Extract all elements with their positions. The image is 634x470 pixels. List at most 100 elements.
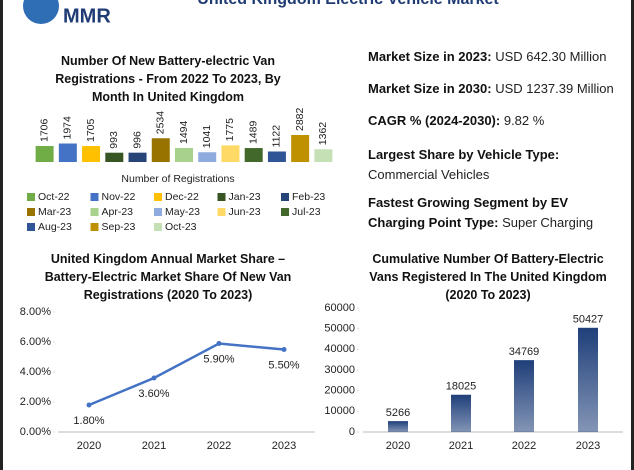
legend-label: Aug-23: [38, 221, 72, 233]
value-label: 34769: [509, 346, 540, 358]
legend-swatch: [154, 223, 162, 231]
chart-title: Cumulative Number Of Battery-Electric Va…: [369, 252, 607, 302]
value-label: 1122: [271, 125, 283, 148]
bar: [314, 149, 333, 162]
x-tick-label: 2021: [142, 440, 166, 452]
legend-swatch: [90, 208, 99, 216]
value-label: 2534: [155, 111, 167, 135]
x-axis-label: Number of Registrations: [121, 173, 234, 185]
value-label: 993: [108, 131, 120, 149]
line: [88, 342, 285, 407]
y-tick-label: 6.00%: [20, 336, 51, 348]
stat: Market Size in 2023: USD 642.30 Million: [368, 47, 623, 67]
legend-label: Oct-22: [38, 191, 70, 203]
point: [281, 347, 287, 352]
y-tick-label: 40000: [324, 343, 355, 355]
value-label: 1494: [178, 120, 190, 144]
stat: Largest Share by Vehicle Type: Commercia…: [368, 145, 623, 185]
stat-value: Super Charging: [502, 215, 594, 230]
logo-globe: [23, 0, 59, 24]
bar: [175, 148, 193, 162]
legend-swatch: [154, 193, 162, 201]
x-tick-label: 2022: [512, 440, 536, 452]
page-title: United Kingdom Electric Vehicle Market: [197, 0, 499, 8]
bar: [58, 143, 77, 162]
bar: [151, 138, 170, 162]
bar: [388, 421, 408, 432]
bar: [267, 151, 286, 162]
stat-label: Largest Share by Vehicle Type:: [368, 147, 560, 162]
bar: [291, 135, 310, 162]
point: [216, 341, 222, 346]
bar: [578, 327, 598, 432]
y-tick-label: 2.00%: [20, 396, 51, 408]
chart-title: United Kingdom Annual Market Share – Bat…: [44, 252, 292, 302]
stat-label: CAGR % (2024-2030):: [368, 113, 501, 128]
legend-label: May-23: [165, 206, 200, 218]
value-label: 5.50%: [268, 359, 299, 371]
legend-swatch: [27, 193, 35, 201]
stat: Market Size in 2030: USD 1237.39 Million: [368, 79, 623, 99]
legend-label: Dec-22: [165, 191, 199, 203]
legend-label: Nov-22: [102, 191, 136, 203]
value-label: 1041: [201, 125, 213, 149]
y-tick-label: 50000: [324, 323, 355, 335]
value-label: 1775: [224, 118, 236, 142]
legend-swatch: [217, 208, 226, 216]
x-tick-label: 2023: [576, 440, 600, 452]
legend-label: Jul-23: [292, 206, 321, 218]
value-label: 5.90%: [203, 353, 234, 365]
chart-title: Number Of New Battery-electric Van Regis…: [55, 54, 281, 104]
legend-label: Apr-23: [102, 206, 134, 218]
x-tick-label: 2023: [272, 440, 296, 452]
y-tick-label: 0.00%: [20, 426, 51, 438]
stat: CAGR % (2024-2030): 9.82 %: [368, 111, 623, 131]
stat-label: Market Size in 2023:: [368, 49, 492, 64]
legend-swatch: [27, 223, 35, 231]
bar: [451, 394, 471, 432]
value-label: 2882: [294, 107, 306, 131]
bar: [221, 145, 240, 162]
stat-label: Market Size in 2030:: [368, 81, 492, 96]
y-tick-label: 8.00%: [20, 306, 51, 318]
legend-label: Sep-23: [102, 221, 136, 233]
y-tick-label: 0: [349, 426, 355, 438]
stat-value: Commercial Vehicles: [368, 167, 490, 182]
bar: [514, 360, 534, 432]
point: [151, 375, 157, 381]
y-tick-label: 4.00%: [20, 366, 51, 378]
value-label: 1.80%: [73, 415, 104, 427]
value-label: 1489: [247, 121, 259, 145]
bar: [82, 146, 101, 162]
value-label: 996: [131, 131, 143, 149]
bar: [105, 152, 124, 162]
stat-value: USD 642.30 Million: [495, 49, 607, 64]
y-tick-label: 20000: [324, 385, 355, 397]
legend-label: Jan-23: [229, 191, 261, 203]
stat-value: 9.82 %: [503, 113, 545, 128]
legend-label: Feb-23: [292, 191, 325, 203]
legend-label: Oct-23: [165, 221, 197, 233]
legend-swatch: [217, 193, 226, 201]
stat-label: Fastest Growing Segment by EV Charging P…: [368, 195, 569, 230]
stat-value: USD 1237.39 Million: [495, 81, 614, 96]
value-label: 18025: [446, 381, 477, 393]
value-label: 1362: [317, 122, 329, 146]
x-tick-label: 2022: [207, 440, 231, 452]
legend-swatch: [281, 193, 289, 201]
value-label: 3.60%: [138, 388, 169, 400]
bar: [35, 146, 54, 162]
value-label: 1706: [38, 118, 50, 142]
x-tick-label: 2020: [386, 440, 410, 452]
bar: [128, 152, 147, 162]
legend-swatch: [281, 208, 289, 216]
y-tick-label: 60000: [324, 302, 355, 314]
legend-swatch: [90, 223, 99, 231]
stat: Fastest Growing Segment by EV Charging P…: [368, 193, 623, 233]
logo: MMR: [63, 5, 111, 27]
x-tick-label: 2020: [77, 440, 101, 452]
bar: [198, 152, 217, 162]
y-tick-label: 30000: [324, 364, 355, 376]
value-label: 1974: [62, 116, 74, 140]
